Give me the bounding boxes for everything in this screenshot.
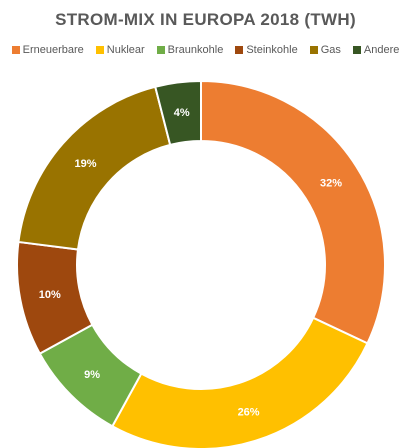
legend-swatch <box>11 46 20 54</box>
legend-swatch <box>95 46 104 54</box>
legend-item-erneuerbare: Erneuerbare <box>11 44 84 56</box>
legend-swatch <box>156 46 165 54</box>
donut-slice-erneuerbare <box>200 79 386 345</box>
donut-slice-andere <box>154 79 202 147</box>
slice-label-gas: 19% <box>74 158 96 170</box>
legend-item-gas: Gas <box>309 44 341 56</box>
legend-swatch <box>309 46 318 54</box>
legend-label: Erneuerbare <box>22 44 84 56</box>
legend-label: Gas <box>320 44 341 56</box>
legend-item-nuklear: Nuklear <box>95 44 145 56</box>
legend-label: Andere <box>363 44 400 56</box>
slice-label-steinkohle: 10% <box>39 289 61 301</box>
slice-label-andere: 4% <box>174 107 190 119</box>
slice-label-erneuerbare: 32% <box>320 177 342 189</box>
slice-label-nuklear: 26% <box>238 406 260 418</box>
slice-label-braunkohle: 9% <box>84 369 100 381</box>
legend-swatch <box>352 46 361 54</box>
legend-label: Nuklear <box>106 44 145 56</box>
chart-legend: Erneuerbare Nuklear Braunkohle Steinkohl… <box>2 44 409 56</box>
legend-label: Braunkohle <box>167 44 224 56</box>
legend-item-andere: Andere <box>352 44 400 56</box>
chart-title: STROM-MIX IN EUROPA 2018 (TWH) <box>55 10 356 29</box>
legend-label: Steinkohle <box>246 44 298 56</box>
donut-slice-nuklear <box>110 316 369 448</box>
legend-swatch <box>235 46 244 54</box>
legend-item-braunkohle: Braunkohle <box>156 44 224 56</box>
legend-item-steinkohle: Steinkohle <box>235 44 298 56</box>
